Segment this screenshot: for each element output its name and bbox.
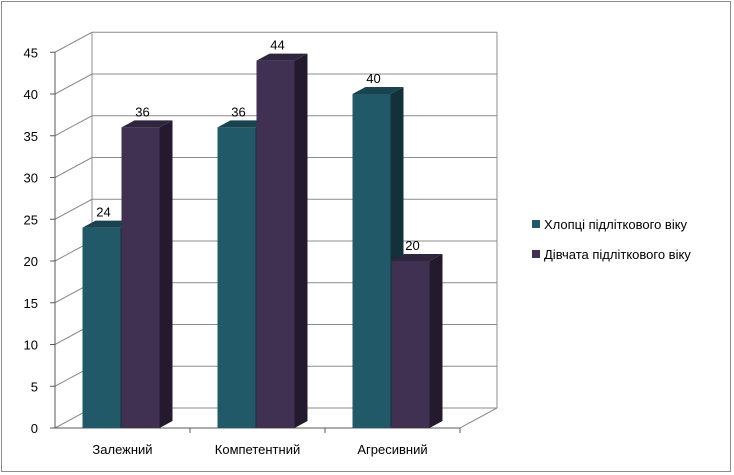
x-tick-label: Компетентний — [215, 442, 300, 457]
y-tick-label: 30 — [24, 171, 38, 186]
data-label: 36 — [135, 104, 149, 119]
bar-top — [391, 254, 443, 261]
x-tick-label: Агресивний — [357, 442, 427, 457]
gridline-side — [54, 31, 93, 53]
y-tick-label: 40 — [24, 87, 38, 102]
y-tick-label: 20 — [24, 254, 38, 269]
bar-top — [82, 220, 134, 228]
y-tick-label: 35 — [24, 129, 38, 144]
legend-swatch — [532, 250, 540, 258]
gridline-side — [54, 73, 93, 95]
bar-side — [294, 53, 308, 428]
bar — [352, 94, 391, 428]
y-tick-label: 15 — [24, 296, 38, 311]
bar — [217, 127, 256, 429]
data-labels: 24 36 36 44 40 20 — [96, 38, 419, 253]
x-tick-label: Залежний — [92, 442, 152, 457]
y-tick-label: 0 — [31, 421, 38, 436]
data-label: 40 — [366, 71, 380, 86]
axes: 0 5 10 15 20 25 30 35 40 45 Залежний Компетентний Аг… — [24, 45, 461, 457]
legend: Хлопці підліткового віку Дівчата підлітко… — [532, 217, 691, 262]
bar-top — [217, 120, 269, 128]
bar-top — [256, 53, 308, 61]
legend-label: Хлопці підліткового віку — [544, 217, 688, 232]
legend-swatch — [532, 220, 540, 228]
legend-label: Дівчата підліткового віку — [544, 247, 691, 262]
bars — [82, 53, 443, 429]
data-label: 36 — [231, 104, 245, 119]
y-tick-label: 45 — [24, 45, 38, 60]
bar — [391, 261, 430, 428]
y-tick-label: 5 — [31, 379, 38, 394]
bar — [82, 227, 121, 428]
y-tick-label: 25 — [24, 212, 38, 227]
gridline-side — [54, 115, 93, 137]
data-label: 20 — [405, 238, 419, 253]
data-label: 44 — [270, 38, 284, 53]
bar — [121, 127, 160, 429]
bar — [256, 60, 295, 428]
y-tick-label: 10 — [24, 338, 38, 353]
gridline-side — [54, 198, 93, 220]
data-label: 24 — [96, 205, 110, 220]
gridline-side — [54, 157, 93, 178]
bar-side — [159, 120, 173, 429]
bar-top — [352, 87, 404, 94]
bar-top — [121, 120, 173, 128]
bar-side — [429, 254, 443, 428]
